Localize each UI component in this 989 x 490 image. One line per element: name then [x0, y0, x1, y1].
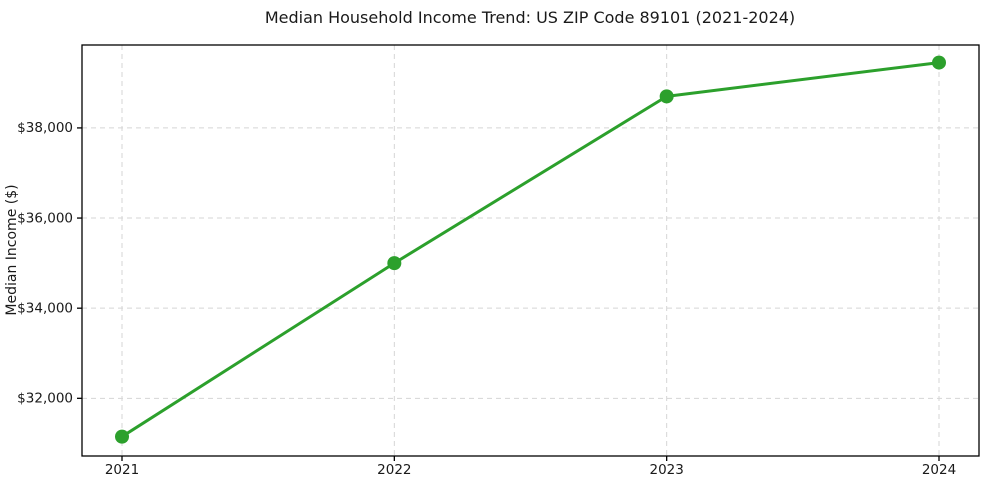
- axis-frame: [81, 44, 980, 457]
- chart-title: Median Household Income Trend: US ZIP Co…: [265, 8, 795, 27]
- data-point: [932, 55, 946, 70]
- trend-line: [120, 61, 941, 439]
- y-tick-label: $38,000: [17, 120, 73, 136]
- y-tick-label: $34,000: [17, 301, 73, 317]
- x-tick-label: 2021: [105, 462, 139, 478]
- x-tick-label: 2024: [922, 462, 956, 478]
- y-tick-label: $36,000: [17, 210, 73, 226]
- data-point: [659, 89, 674, 104]
- y-tick-label: $32,000: [17, 391, 73, 407]
- x-tick-label: 2023: [649, 462, 683, 478]
- y-axis-label: Median Income ($): [4, 184, 20, 315]
- plot-generated-layer: $32,000 $34,000 $36,000 $38,000 2021 2022 2023…: [17, 44, 980, 478]
- data-point: [115, 429, 129, 444]
- x-tick-label: 2022: [377, 462, 411, 478]
- data-point: [387, 256, 402, 271]
